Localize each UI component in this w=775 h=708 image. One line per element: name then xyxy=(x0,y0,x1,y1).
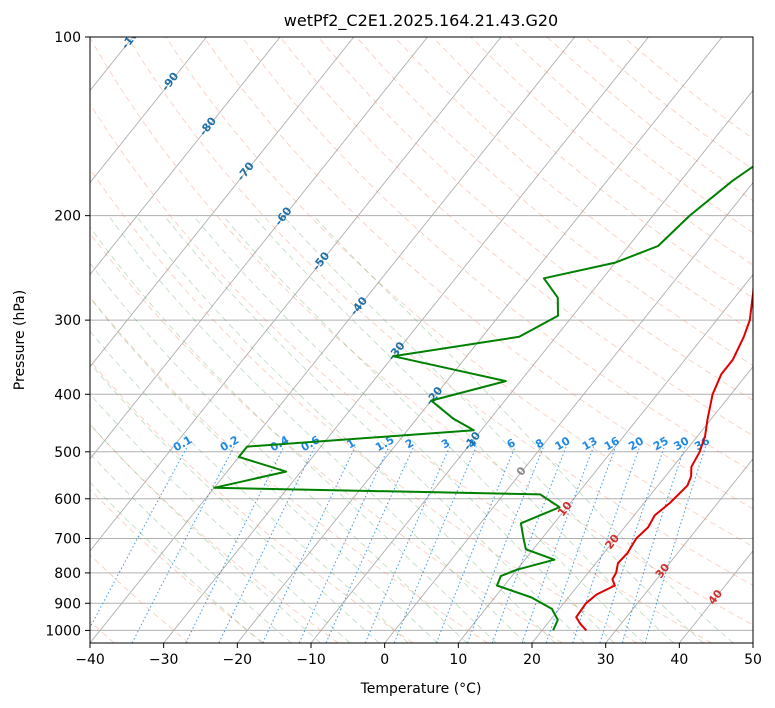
mixing-ratio-line xyxy=(393,446,477,643)
y-tick-label: 700 xyxy=(54,532,81,548)
isotherm xyxy=(90,37,576,643)
isotherm xyxy=(90,37,355,368)
moist-adiabat xyxy=(90,362,380,643)
moist-adiabat xyxy=(313,215,734,643)
isotherm xyxy=(90,37,428,460)
mixing-ratio-line xyxy=(521,446,595,643)
y-tick-label: 600 xyxy=(54,492,81,508)
dry-adiabat xyxy=(90,168,638,643)
mixing-ratio-line xyxy=(621,446,686,643)
series-line xyxy=(213,165,753,631)
mixing-ratio-line xyxy=(572,446,641,643)
y-tick-label: 100 xyxy=(54,30,81,46)
x-tick-label: −40 xyxy=(75,652,105,668)
dry-adiabat xyxy=(127,37,753,586)
isotherm xyxy=(384,181,753,643)
isotherm xyxy=(531,366,753,643)
isotherm xyxy=(236,37,723,643)
series-line xyxy=(575,280,753,632)
dry-adiabat xyxy=(90,103,712,643)
moist-adiabat xyxy=(252,215,674,643)
dry-adiabat xyxy=(90,296,488,643)
x-tick-label: −20 xyxy=(223,652,253,668)
mixing-ratio-line xyxy=(467,446,545,643)
moist-adiabat xyxy=(108,215,526,643)
dry-adiabat xyxy=(317,37,753,401)
x-tick-label: 50 xyxy=(744,652,762,668)
x-tick-label: −30 xyxy=(149,652,179,668)
dry-adiabat xyxy=(90,232,563,643)
isotherm xyxy=(605,458,753,643)
plot-frame xyxy=(89,36,754,644)
y-tick-label: 900 xyxy=(54,596,81,612)
x-tick-label: −10 xyxy=(296,652,326,668)
chart-title: wetPf2_C2E1.2025.164.21.43.G20 xyxy=(284,11,558,31)
y-tick-label: 300 xyxy=(54,313,81,329)
y-tick-label: 500 xyxy=(54,445,81,461)
moist-adiabat xyxy=(192,215,615,643)
moist-adiabat xyxy=(282,215,704,643)
isotherm xyxy=(90,37,502,552)
moist-adiabat xyxy=(90,297,438,643)
mixing-ratio-line xyxy=(218,446,316,643)
y-tick-label: 800 xyxy=(54,566,81,582)
mixing-ratio-line xyxy=(262,446,356,643)
mixing-ratio-line xyxy=(545,446,617,643)
dry-adiabat xyxy=(90,424,339,643)
x-axis: −40 −30 −20 −10 0 10 20 30 40 50 xyxy=(75,643,762,668)
dry-adiabat xyxy=(203,37,753,510)
x-tick-label: 30 xyxy=(597,652,615,668)
mixing-ratio-line xyxy=(599,446,665,643)
moist-adiabat xyxy=(222,215,645,643)
isotherm xyxy=(457,273,753,643)
isotherm xyxy=(90,37,281,276)
y-axis-label: Pressure (hPa) xyxy=(12,290,28,390)
mixing-ratio-line xyxy=(644,446,707,643)
y-tick-label: 200 xyxy=(54,209,81,225)
x-axis-label: Temperature (°C) xyxy=(360,681,482,697)
x-tick-label: 20 xyxy=(523,652,541,668)
x-tick-label: 10 xyxy=(449,652,467,668)
isotherm xyxy=(310,89,753,643)
x-tick-label: 0 xyxy=(380,652,389,668)
y-axis: 100 200 300 400 500 600 700 800 900 1000 xyxy=(45,30,90,639)
dry-adiabat xyxy=(356,37,753,367)
moist-adiabat xyxy=(135,215,556,643)
x-tick-label: 40 xyxy=(670,652,688,668)
moist-adiabat xyxy=(90,262,468,643)
y-tick-label: 1000 xyxy=(45,623,81,639)
dry-adiabat xyxy=(90,554,190,643)
y-tick-label: 400 xyxy=(54,387,81,403)
dry-adiabat xyxy=(90,37,753,626)
isotherm xyxy=(163,37,649,643)
dry-adiabat xyxy=(165,37,753,548)
mixing-ratio-line xyxy=(491,446,567,643)
moist-adiabat xyxy=(90,330,409,643)
moist-adiabat xyxy=(90,226,497,643)
mixing-ratio-line xyxy=(185,446,285,643)
dry-adiabat xyxy=(394,37,753,332)
isotherm xyxy=(90,37,207,184)
